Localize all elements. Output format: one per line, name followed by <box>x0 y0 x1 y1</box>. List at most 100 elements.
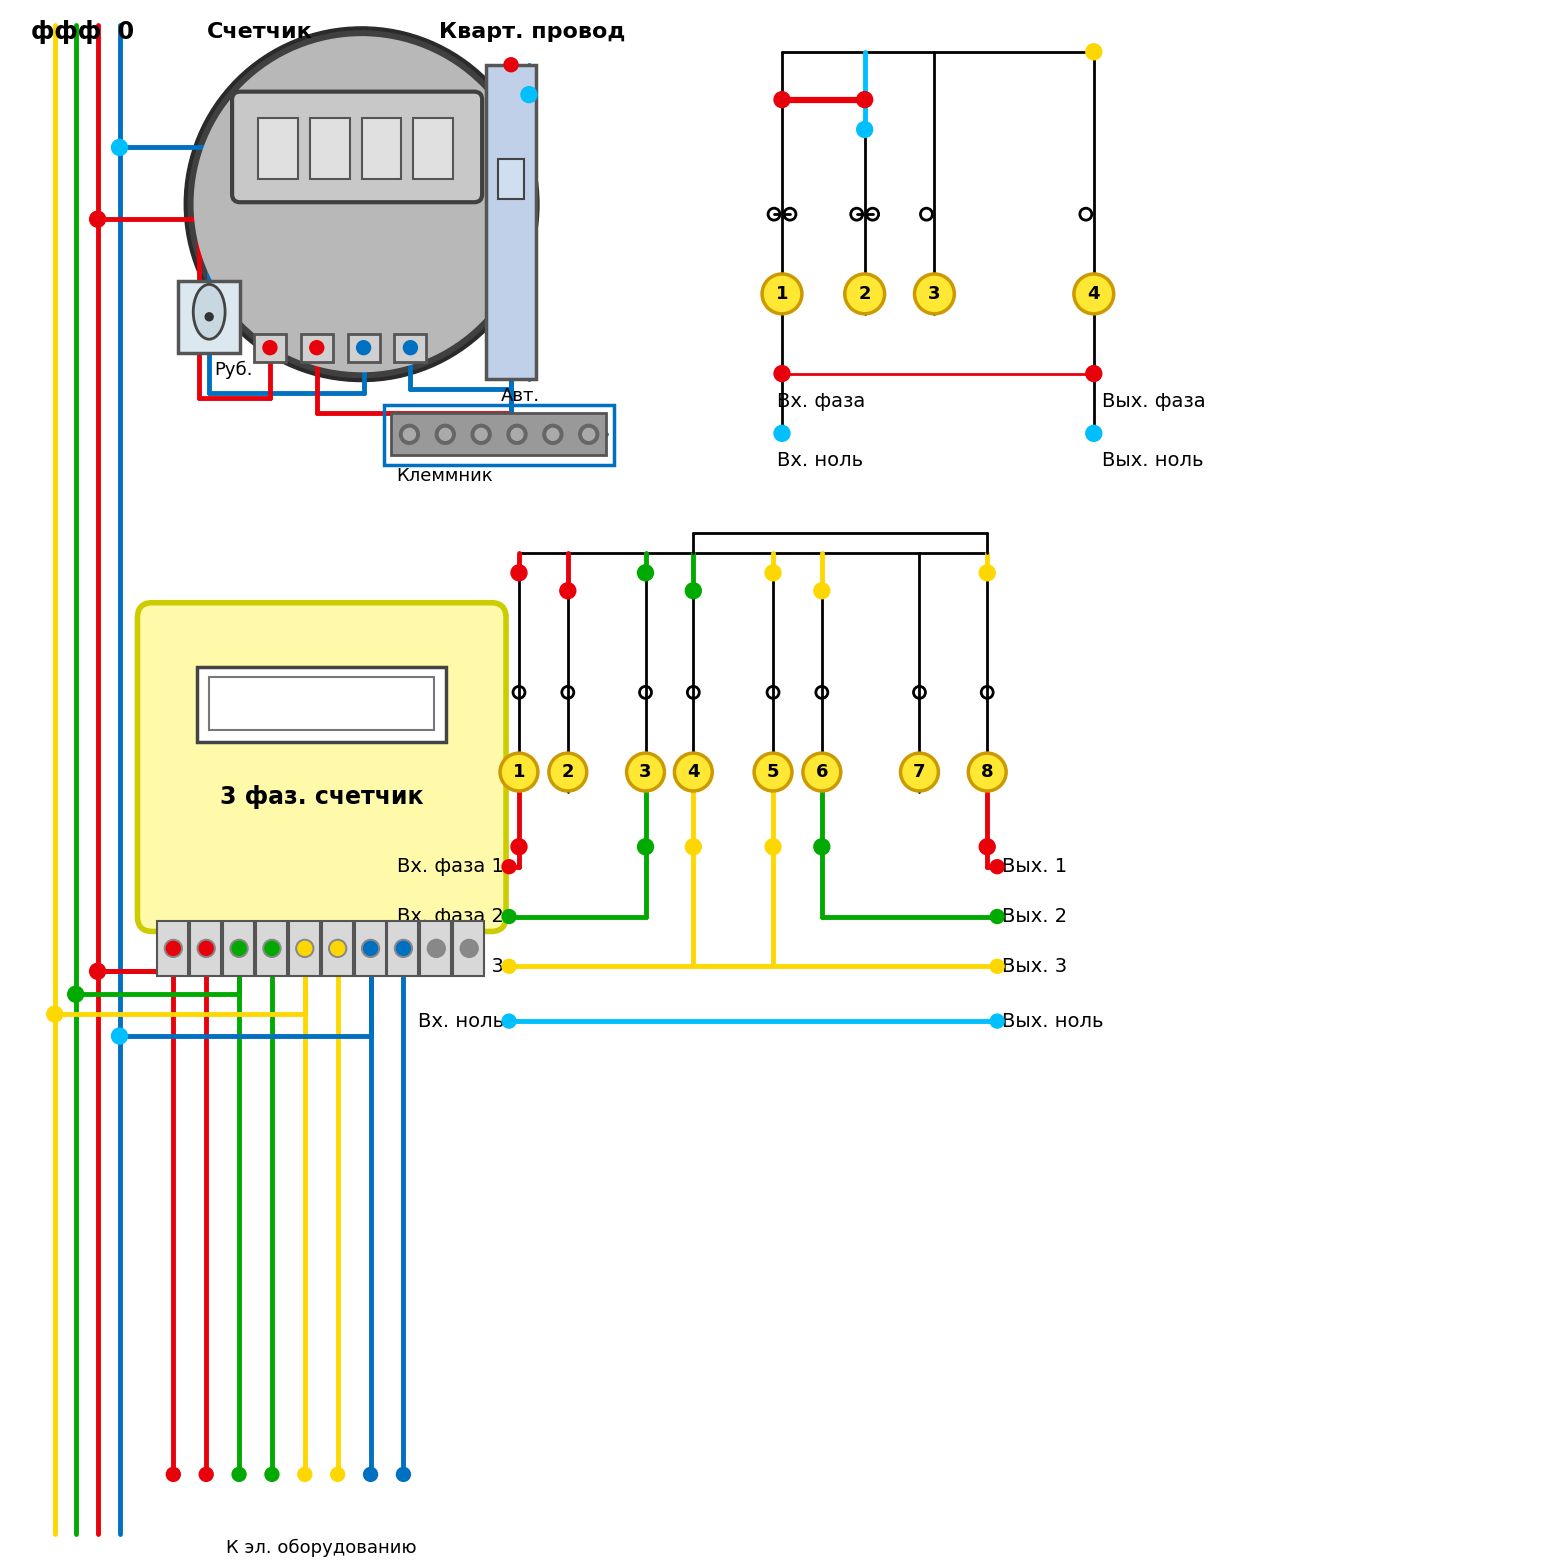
Circle shape <box>440 428 451 440</box>
Text: Вх. ноль: Вх. ноль <box>418 1012 504 1030</box>
Bar <box>178 281 240 353</box>
Circle shape <box>774 365 789 381</box>
Text: 3 фаз. счетчик: 3 фаз. счетчик <box>220 785 423 809</box>
Text: Авт.: Авт. <box>501 387 540 404</box>
Circle shape <box>331 941 345 955</box>
Circle shape <box>502 910 516 924</box>
Circle shape <box>502 1015 516 1029</box>
Bar <box>197 668 446 741</box>
Bar <box>254 334 285 362</box>
Circle shape <box>329 940 346 957</box>
Circle shape <box>549 752 587 791</box>
Circle shape <box>814 582 830 599</box>
Ellipse shape <box>193 284 225 339</box>
Circle shape <box>638 838 654 855</box>
Circle shape <box>685 838 702 855</box>
Circle shape <box>363 1467 378 1481</box>
Text: 5: 5 <box>768 763 780 780</box>
Circle shape <box>200 1467 214 1481</box>
Circle shape <box>471 425 491 445</box>
Circle shape <box>991 1015 1005 1029</box>
Text: Вх. фаза 2: Вх. фаза 2 <box>398 907 504 926</box>
Circle shape <box>674 752 713 791</box>
Circle shape <box>856 122 872 137</box>
Bar <box>190 921 222 976</box>
Circle shape <box>583 428 594 440</box>
Circle shape <box>1073 273 1114 314</box>
Bar <box>256 921 287 976</box>
Bar <box>420 921 451 976</box>
Text: 2: 2 <box>562 763 574 780</box>
Circle shape <box>502 960 516 974</box>
Text: 8: 8 <box>981 763 994 780</box>
Circle shape <box>399 425 420 445</box>
Circle shape <box>296 940 314 957</box>
Circle shape <box>232 1467 246 1481</box>
Bar <box>158 921 189 976</box>
Circle shape <box>184 27 538 381</box>
Text: 2: 2 <box>858 284 870 303</box>
Circle shape <box>991 960 1005 974</box>
Text: Вых. ноль: Вых. ноль <box>1101 451 1203 470</box>
Text: Вых. фаза: Вых. фаза <box>1101 392 1206 411</box>
Circle shape <box>579 425 599 445</box>
Bar <box>209 677 434 731</box>
Circle shape <box>900 752 939 791</box>
Bar <box>395 334 426 362</box>
Bar <box>413 117 454 180</box>
Text: 1: 1 <box>775 284 788 303</box>
Circle shape <box>189 31 535 378</box>
Circle shape <box>331 1467 345 1481</box>
Circle shape <box>1086 365 1101 381</box>
Text: Счетчик: Счетчик <box>207 22 314 42</box>
Text: 3: 3 <box>928 284 941 303</box>
Text: 6: 6 <box>816 763 828 780</box>
Circle shape <box>504 58 518 72</box>
Text: Вых. ноль: Вых. ноль <box>1002 1012 1103 1030</box>
Circle shape <box>507 425 527 445</box>
Bar <box>392 414 605 456</box>
Circle shape <box>362 940 379 957</box>
Circle shape <box>548 428 558 440</box>
Circle shape <box>512 565 527 581</box>
Text: Вых. 3: Вых. 3 <box>1002 957 1067 976</box>
Circle shape <box>969 752 1006 791</box>
Circle shape <box>638 565 654 581</box>
Circle shape <box>435 425 456 445</box>
Circle shape <box>502 860 516 874</box>
Circle shape <box>980 565 995 581</box>
Circle shape <box>991 910 1005 924</box>
Circle shape <box>357 340 371 354</box>
Bar <box>223 921 254 976</box>
Circle shape <box>460 940 479 957</box>
FancyBboxPatch shape <box>232 92 482 203</box>
Circle shape <box>310 340 324 354</box>
Text: Вх. фаза 3: Вх. фаза 3 <box>398 957 504 976</box>
Circle shape <box>991 860 1005 874</box>
Text: 4: 4 <box>1087 284 1100 303</box>
Circle shape <box>229 940 248 957</box>
Text: ффф  0: ффф 0 <box>31 20 134 44</box>
Text: Вх. фаза: Вх. фаза <box>777 392 866 411</box>
Circle shape <box>774 426 789 442</box>
Circle shape <box>814 838 830 855</box>
Circle shape <box>512 428 523 440</box>
Bar <box>301 334 332 362</box>
Circle shape <box>396 1467 410 1481</box>
Bar <box>348 334 379 362</box>
Text: Вх. ноль: Вх. ноль <box>777 451 863 470</box>
Circle shape <box>264 340 278 354</box>
Circle shape <box>200 941 214 955</box>
Text: Вых. 2: Вых. 2 <box>1002 907 1067 926</box>
Circle shape <box>396 941 410 955</box>
Circle shape <box>67 987 84 1002</box>
Bar <box>257 117 298 180</box>
Circle shape <box>164 940 183 957</box>
Bar <box>321 921 353 976</box>
Circle shape <box>89 963 106 979</box>
Circle shape <box>404 428 415 440</box>
Circle shape <box>512 838 527 855</box>
Circle shape <box>167 1467 181 1481</box>
Circle shape <box>232 941 246 955</box>
Bar <box>384 406 613 465</box>
